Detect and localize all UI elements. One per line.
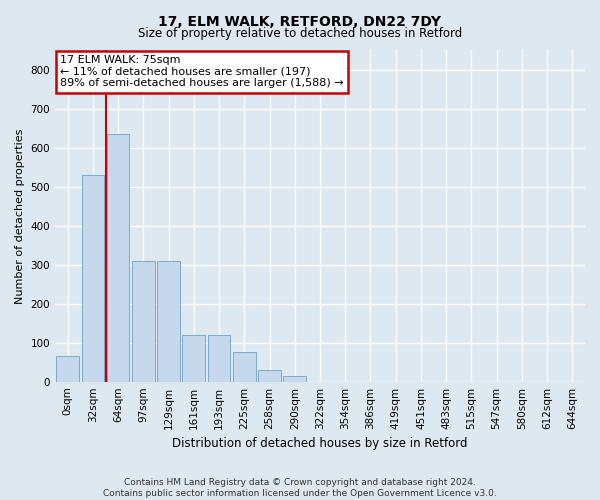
Bar — [233, 352, 256, 382]
Bar — [107, 134, 130, 382]
Bar — [56, 356, 79, 382]
Text: Size of property relative to detached houses in Retford: Size of property relative to detached ho… — [138, 28, 462, 40]
Y-axis label: Number of detached properties: Number of detached properties — [15, 128, 25, 304]
Bar — [157, 260, 180, 382]
Bar — [208, 335, 230, 382]
Bar — [283, 376, 306, 382]
X-axis label: Distribution of detached houses by size in Retford: Distribution of detached houses by size … — [172, 437, 468, 450]
Text: 17 ELM WALK: 75sqm
← 11% of detached houses are smaller (197)
89% of semi-detach: 17 ELM WALK: 75sqm ← 11% of detached hou… — [61, 55, 344, 88]
Bar — [258, 370, 281, 382]
Text: 17, ELM WALK, RETFORD, DN22 7DY: 17, ELM WALK, RETFORD, DN22 7DY — [158, 15, 442, 29]
Bar — [132, 260, 155, 382]
Bar — [182, 335, 205, 382]
Text: Contains HM Land Registry data © Crown copyright and database right 2024.
Contai: Contains HM Land Registry data © Crown c… — [103, 478, 497, 498]
Bar — [82, 175, 104, 382]
